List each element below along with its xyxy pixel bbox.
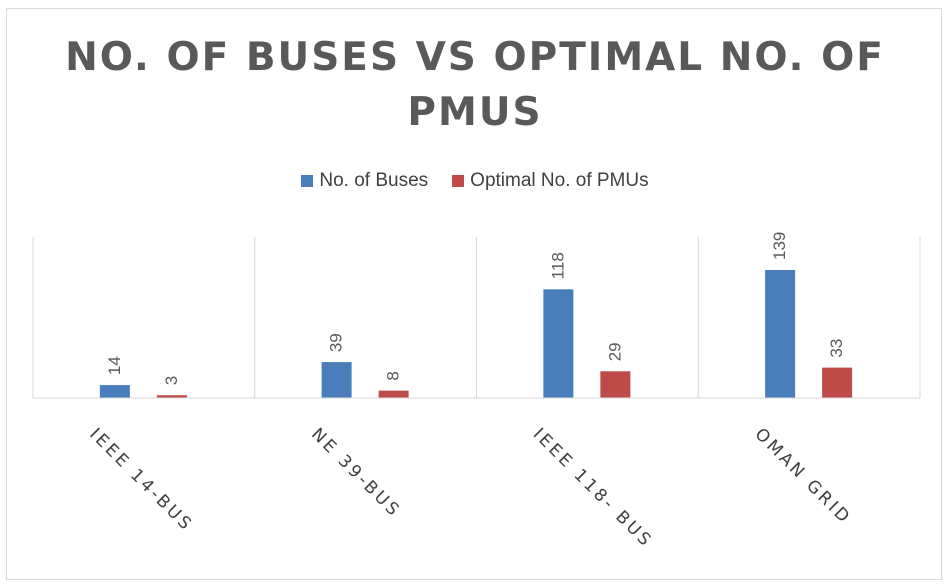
category-label: IEEE 14-BUS bbox=[85, 424, 197, 536]
legend-item-series-2: Optimal No. of PMUs bbox=[452, 170, 649, 192]
data-label: 29 bbox=[605, 342, 624, 361]
category-label: OMAN GRID bbox=[751, 424, 856, 529]
legend-swatch-series-2 bbox=[452, 175, 465, 187]
bar-2 bbox=[822, 367, 853, 398]
bar-2 bbox=[378, 390, 409, 398]
category-label: NE 39-BUS bbox=[307, 424, 405, 522]
bar-1 bbox=[765, 269, 796, 398]
bar-1 bbox=[543, 289, 574, 398]
chart-title: NO. OF BUSES VS OPTIMAL NO. OF PMUS bbox=[65, 35, 885, 135]
data-label: 3 bbox=[162, 376, 181, 385]
legend: No. of Buses Optimal No. of PMUs bbox=[0, 168, 950, 194]
data-label: 39 bbox=[327, 333, 346, 352]
bar-2 bbox=[156, 395, 187, 398]
category-label: IEEE 118- BUS bbox=[529, 424, 657, 552]
legend-label-series-2: Optimal No. of PMUs bbox=[470, 170, 649, 191]
bar-2 bbox=[600, 371, 631, 398]
data-label: 118 bbox=[548, 252, 567, 279]
bar-1 bbox=[321, 362, 352, 398]
data-label: 139 bbox=[770, 232, 789, 260]
data-label: 14 bbox=[105, 356, 124, 375]
bar-1 bbox=[99, 385, 130, 398]
legend-swatch-series-1 bbox=[301, 175, 314, 187]
data-label: 8 bbox=[384, 371, 403, 380]
legend-label-series-1: No. of Buses bbox=[319, 170, 429, 191]
data-label: 33 bbox=[827, 339, 846, 358]
legend-item-series-1: No. of Buses bbox=[301, 170, 428, 192]
